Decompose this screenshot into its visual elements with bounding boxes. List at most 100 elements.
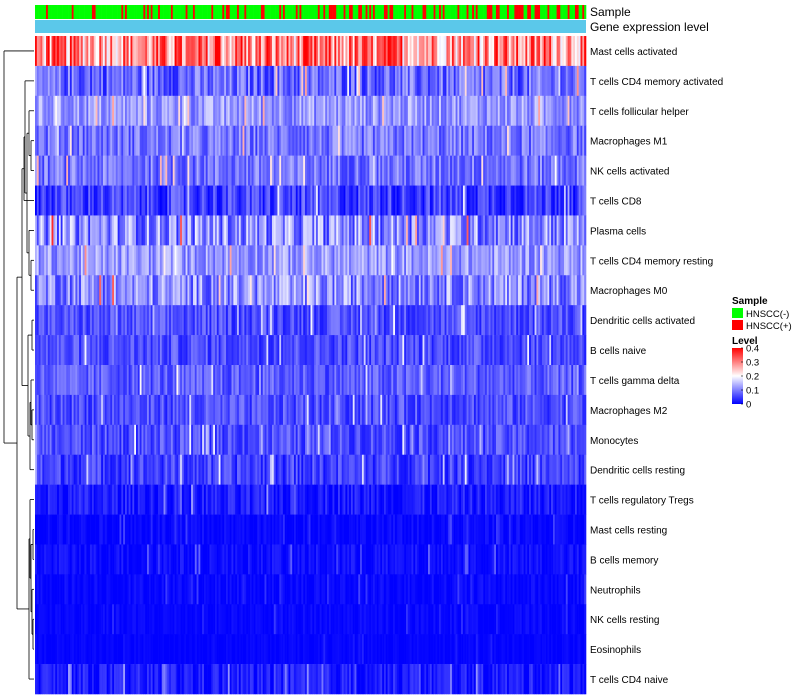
heatmap-cell — [338, 275, 341, 306]
heatmap-cell — [565, 305, 568, 336]
heatmap-cell — [119, 65, 122, 97]
heatmap-cell — [327, 424, 330, 456]
sample-annotation-cell — [327, 5, 330, 19]
heatmap-cell — [60, 185, 63, 216]
heatmap-cell — [106, 305, 109, 336]
heatmap-cell — [343, 335, 346, 366]
heatmap-cell — [415, 185, 418, 216]
heatmap-cell — [420, 65, 423, 97]
heatmap-cell — [317, 275, 320, 306]
heatmap-cell — [282, 394, 286, 426]
heatmap-cell — [316, 65, 319, 97]
heatmap-cell — [363, 394, 366, 426]
heatmap-cell — [213, 125, 216, 156]
heatmap-cell — [413, 125, 416, 156]
heatmap-cell — [113, 65, 117, 97]
heatmap-cell — [136, 394, 139, 426]
heatmap-cell — [468, 155, 471, 186]
heatmap-cell — [88, 335, 91, 366]
sample-annotation-cell — [563, 5, 567, 19]
heatmap-cell — [372, 95, 376, 127]
heatmap-cell — [541, 335, 545, 366]
heatmap-cell — [404, 454, 407, 485]
heatmap-cell — [145, 215, 148, 246]
heatmap-cell — [558, 36, 561, 67]
heatmap-cell — [468, 185, 471, 216]
heatmap-cell — [523, 65, 526, 97]
heatmap-cell — [516, 454, 519, 485]
heatmap-cell — [101, 335, 104, 366]
heatmap-cell — [462, 365, 466, 396]
heatmap-cell — [538, 185, 541, 216]
heatmap-cell — [249, 305, 253, 336]
heatmap-cell — [255, 65, 258, 97]
heatmap-cell — [303, 394, 306, 426]
heatmap-cell — [38, 155, 41, 186]
heatmap-cell — [339, 155, 343, 186]
heatmap-cell — [510, 95, 513, 127]
heatmap-cell — [286, 215, 289, 246]
heatmap-cell — [299, 65, 302, 97]
heatmap-cell — [227, 424, 230, 456]
heatmap-cells — [35, 36, 587, 695]
heatmap-cell — [345, 125, 348, 156]
sample-annotation-cell — [350, 5, 354, 19]
heatmap-cell — [567, 215, 570, 246]
heatmap-cell — [428, 125, 431, 156]
heatmap-cell — [338, 95, 341, 127]
heatmap-cell — [356, 305, 359, 336]
heatmap-cell — [202, 125, 205, 156]
heatmap-cell — [170, 245, 174, 276]
heatmap-cell — [233, 65, 236, 97]
heatmap-cell — [451, 155, 455, 186]
heatmap-cell — [321, 65, 324, 97]
heatmap-cell — [413, 65, 416, 97]
heatmap-cell — [106, 155, 109, 186]
heatmap-cell — [84, 245, 87, 276]
heatmap-cell — [156, 215, 159, 246]
heatmap-cell — [562, 65, 565, 97]
heatmap-cell — [488, 305, 491, 336]
heatmap-cell — [552, 275, 556, 306]
heatmap-cell — [584, 365, 587, 396]
heatmap-cell — [174, 275, 177, 306]
heatmap-cell — [484, 245, 488, 276]
heatmap-cell — [563, 305, 567, 336]
heatmap-cell — [79, 305, 82, 336]
heatmap-cell — [558, 95, 561, 127]
heatmap-cell — [310, 36, 313, 67]
heatmap-cell — [316, 454, 319, 485]
heatmap-cell — [124, 65, 128, 97]
heatmap-cell — [211, 424, 214, 456]
heatmap-cell — [508, 65, 511, 97]
heatmap-cell — [244, 335, 247, 366]
heatmap-cell — [556, 245, 559, 276]
heatmap-cell — [349, 275, 352, 306]
heatmap-cell — [55, 65, 58, 97]
heatmap-cell — [88, 365, 91, 396]
heatmap-cell — [428, 36, 431, 67]
heatmap-cell — [213, 155, 216, 186]
heatmap-cell — [374, 36, 377, 67]
heatmap-cell — [255, 125, 258, 156]
heatmap-cell — [541, 185, 545, 216]
heatmap-cell — [194, 125, 197, 156]
heatmap-cell — [417, 155, 420, 186]
heatmap-cell — [299, 365, 302, 396]
heatmap-cell — [112, 305, 115, 336]
sample-annotation-cell — [417, 5, 420, 19]
heatmap-cell — [466, 215, 469, 246]
heatmap-cell — [47, 424, 50, 456]
heatmap-cell — [371, 185, 374, 216]
heatmap-cell — [194, 95, 197, 127]
heatmap-cell — [549, 365, 552, 396]
heatmap-cell — [279, 365, 282, 396]
heatmap-cell — [189, 65, 192, 97]
heatmap-cell — [268, 394, 271, 426]
heatmap-cell — [431, 305, 434, 336]
heatmap-cell — [124, 484, 128, 515]
heatmap-cell — [507, 305, 510, 336]
heatmap-cell — [448, 95, 451, 127]
heatmap-cell — [521, 95, 524, 127]
heatmap-cell — [141, 424, 144, 456]
